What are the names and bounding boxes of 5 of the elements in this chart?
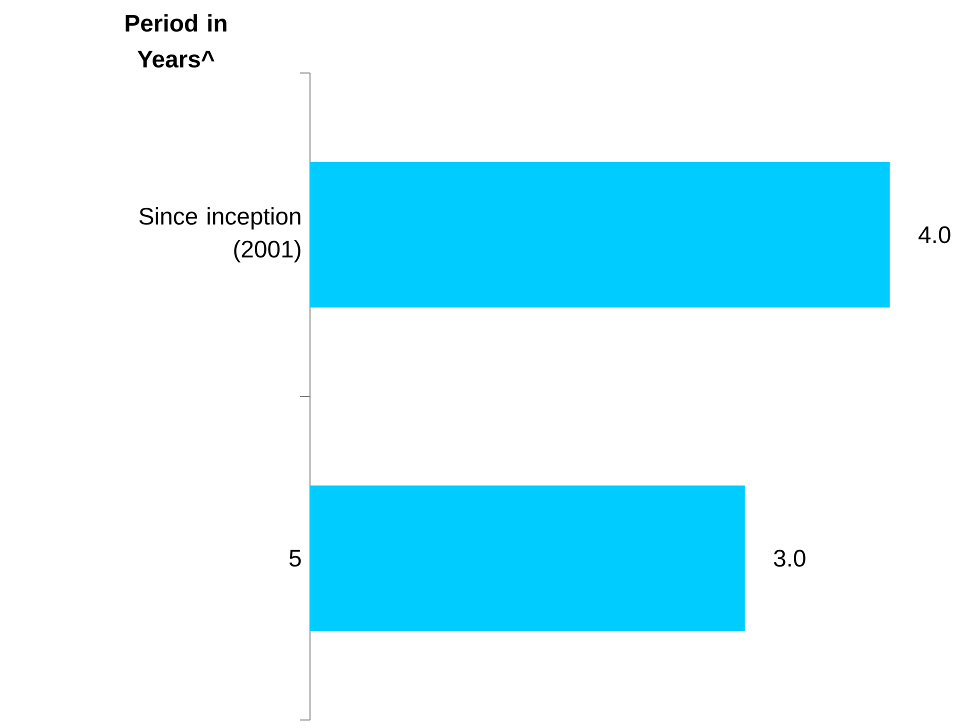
y-tick-label: 5 xyxy=(289,550,301,567)
y-axis-title: Period in Years^ xyxy=(126,14,226,68)
data-label: 3.0 xyxy=(774,550,806,567)
data-label: 4.0 xyxy=(918,226,950,244)
y-tick-label: Since inception (2001) xyxy=(139,207,300,262)
